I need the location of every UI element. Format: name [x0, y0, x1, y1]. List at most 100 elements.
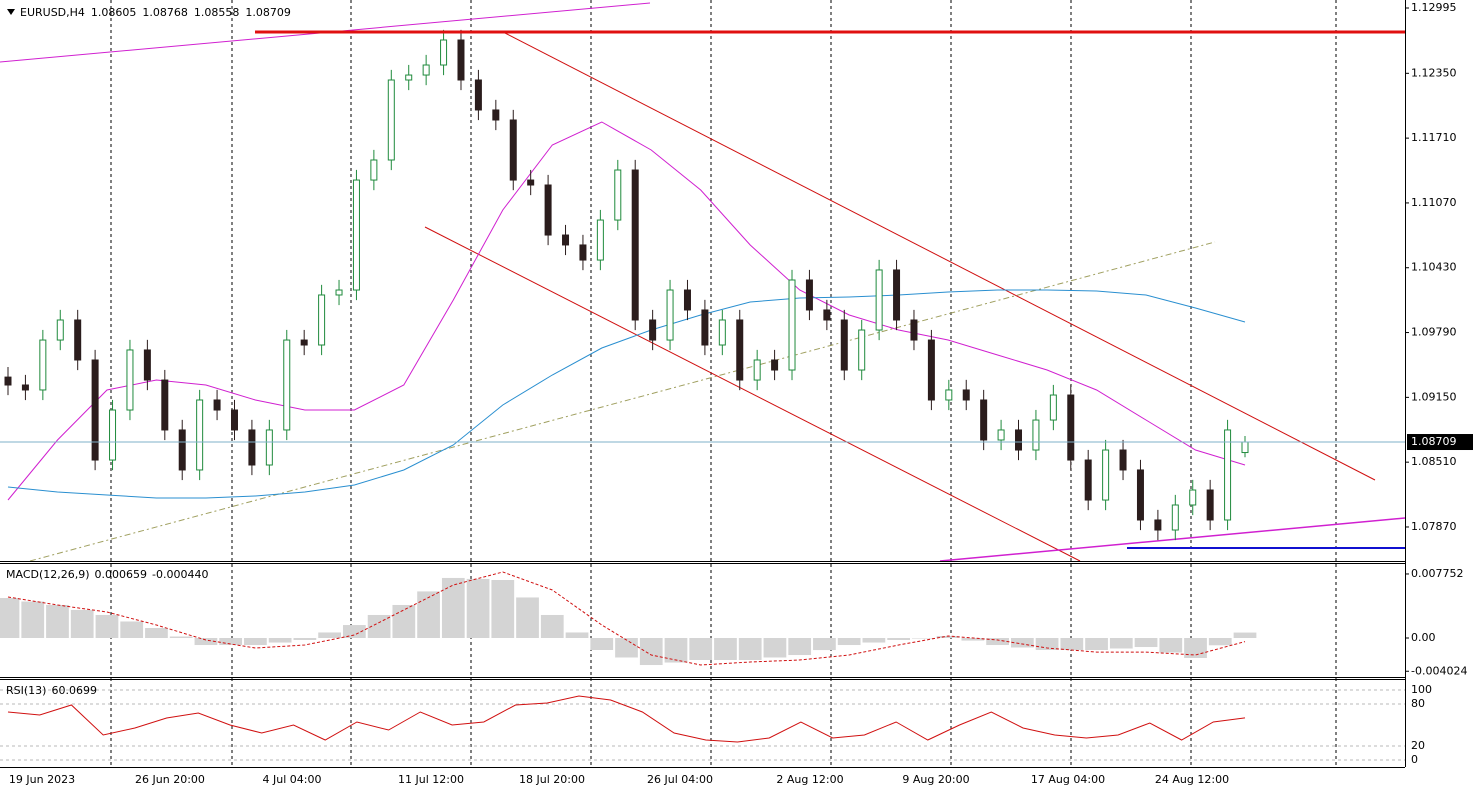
symbol: EURUSD,H4	[20, 6, 85, 19]
candle-body	[1032, 419, 1040, 451]
y-tick-label: 1.10430	[1411, 261, 1457, 274]
y-tick-label: 80	[1411, 697, 1425, 710]
macd-bar	[1085, 638, 1108, 650]
y-tick-label: 0.007752	[1411, 567, 1464, 580]
macd-bar	[70, 609, 94, 639]
macd-bar	[268, 638, 292, 643]
candle-body	[265, 429, 273, 466]
candle-body	[666, 289, 674, 341]
candle-body	[143, 349, 151, 381]
y-tick-label: 1.07870	[1411, 520, 1457, 533]
macd-bar	[194, 638, 218, 646]
macd-bar	[664, 638, 688, 663]
macd-signal	[7, 571, 1246, 666]
candle-body	[718, 319, 726, 346]
macd-bar	[738, 638, 762, 660]
macd-bar	[763, 638, 787, 658]
x-tick-label: 24 Aug 12:00	[1155, 773, 1229, 786]
macd-header: MACD(12,26,9) 0.000659 -0.000440	[6, 568, 209, 581]
candle-body	[178, 429, 186, 471]
candle-body	[997, 429, 1005, 441]
y-tick-label: 1.08510	[1411, 455, 1457, 468]
candle-body	[440, 39, 448, 66]
candle-body	[1084, 459, 1092, 501]
macd-bar	[145, 628, 168, 639]
macd-bar	[392, 604, 416, 639]
chart-header: EURUSD,H4 1.08605 1.08768 1.08558 1.0870…	[20, 6, 291, 19]
macd-bar	[1233, 632, 1257, 639]
candle-body	[300, 339, 308, 346]
candle-body	[683, 289, 691, 311]
candle-body	[631, 169, 639, 321]
candle-body	[893, 269, 901, 321]
candle-body	[39, 339, 47, 391]
x-tick-label: 26 Jul 04:00	[647, 773, 713, 786]
macd-bar	[590, 638, 614, 650]
macd-bar	[813, 638, 836, 651]
macd-bar	[912, 638, 935, 639]
candle-body	[1067, 394, 1075, 461]
y-tick-label: -0.004024	[1411, 664, 1467, 677]
candle-body	[1119, 449, 1127, 471]
candle-body	[370, 159, 378, 181]
macd-bar	[293, 638, 317, 640]
trend-line	[939, 517, 1406, 562]
candle-body	[579, 244, 587, 261]
candle-body	[1171, 504, 1179, 531]
candle-body	[562, 234, 570, 246]
candle-body	[352, 179, 360, 291]
candle-body	[74, 319, 82, 361]
y-tick-label: 100	[1411, 683, 1432, 696]
low-value: 1.08558	[194, 6, 240, 19]
candle-body	[1241, 441, 1249, 454]
macd-bar	[491, 580, 515, 639]
macd-bar	[862, 638, 886, 643]
macd-bar	[689, 638, 713, 660]
y-tick-label: 1.11710	[1411, 131, 1457, 144]
candle-body	[1224, 429, 1232, 521]
macd-bar	[1159, 638, 1183, 653]
candle-body	[1102, 449, 1110, 501]
y-tick-label: 1.12995	[1411, 1, 1457, 14]
candle-body	[1189, 489, 1197, 506]
rsi-title: RSI(13)	[6, 684, 46, 697]
candle-body	[230, 409, 238, 431]
macd-bar	[1109, 638, 1133, 649]
candle-body	[196, 399, 204, 471]
candle-body	[1136, 469, 1144, 521]
candle-body	[701, 309, 709, 346]
x-tick-label: 26 Jun 20:00	[135, 773, 205, 786]
macd-bar	[342, 625, 366, 639]
y-tick-label: 1.11070	[1411, 196, 1457, 209]
macd-bar	[169, 636, 193, 639]
macd-bar	[887, 638, 911, 640]
candle-body	[318, 294, 326, 346]
price-label-box	[1407, 434, 1473, 451]
candle-body	[788, 279, 796, 371]
candle-body	[980, 399, 988, 441]
macd-bar	[367, 614, 391, 639]
y-tick-label: 1.12350	[1411, 66, 1457, 79]
symbol-menu-icon[interactable]	[7, 9, 15, 15]
y-tick-label: 1.09790	[1411, 326, 1457, 339]
candle-body	[1154, 519, 1162, 531]
x-tick-label: 11 Jul 12:00	[398, 773, 464, 786]
vertical-grid	[110, 0, 1337, 767]
macd-bar	[540, 614, 564, 639]
y-tick-label: 0.00	[1411, 631, 1436, 644]
macd-bar	[714, 638, 737, 660]
candle-body	[283, 339, 291, 431]
macd-signal-value: -0.000440	[152, 568, 208, 581]
price-label: 1.08709	[1411, 435, 1457, 448]
candle-body	[910, 319, 918, 341]
candle-body	[248, 429, 256, 466]
x-tick-label: 17 Aug 04:00	[1031, 773, 1105, 786]
moving-average	[7, 121, 1246, 501]
candle-body	[161, 379, 169, 431]
candle-body	[4, 376, 12, 386]
candle-body	[927, 339, 935, 401]
moving-average	[7, 289, 1246, 499]
